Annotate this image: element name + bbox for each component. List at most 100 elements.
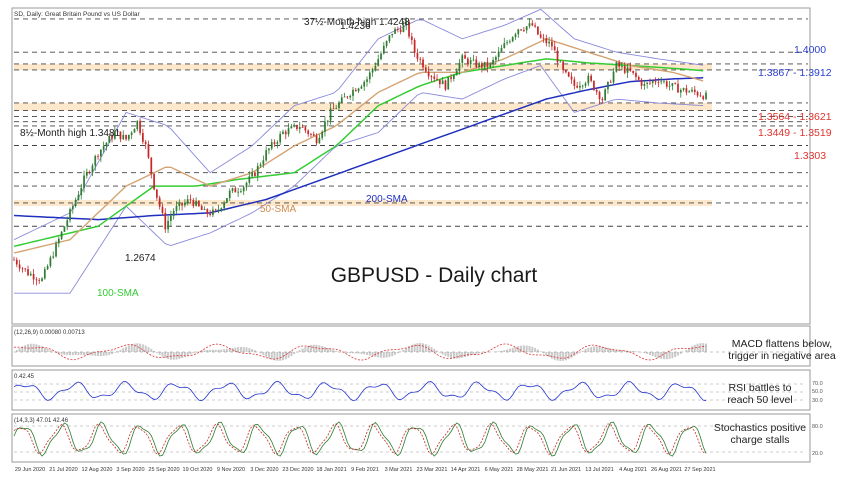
candle-body-11 [43, 269, 46, 279]
macd-histogram-bar-128 [371, 352, 374, 357]
macd-histogram-bar-207 [592, 346, 595, 352]
candle-body-49 [150, 157, 153, 174]
candle-body-31 [99, 149, 102, 157]
macd-histogram-bar-60 [181, 352, 184, 358]
candle-body-125 [363, 81, 366, 87]
candle-body-1 [15, 259, 18, 265]
month-high-label: 37½-Month high 1.4248 [304, 17, 410, 28]
macd-histogram-bar-145 [419, 343, 422, 352]
candle-body-85 [251, 172, 254, 177]
macd-histogram-bar-25 [83, 352, 86, 355]
macd-histogram-bar-86 [253, 350, 256, 352]
macd-histogram-bar-55 [167, 352, 170, 360]
macd-note-line2: trigger in negative area [728, 350, 836, 362]
candle-body-246 [702, 96, 705, 100]
x-tick-label-18: 4 Aug 2021 [619, 467, 647, 473]
x-tick-label-20: 27 Sep 2021 [684, 467, 715, 473]
macd-histogram-bar-220 [629, 350, 632, 352]
candle-body-179 [514, 34, 517, 38]
macd-histogram-bar-143 [413, 343, 416, 352]
macd-histogram-bar-4 [24, 345, 27, 352]
candle-body-197 [565, 69, 567, 73]
macd-histogram-bar-9 [38, 345, 41, 352]
candle-body-22 [74, 199, 77, 207]
candle-body-7 [32, 273, 35, 280]
candle-body-113 [329, 108, 332, 121]
candle-body-66 [198, 200, 200, 207]
stoch-level-80: 80.0 [812, 424, 823, 430]
macd-histogram-bar-144 [416, 343, 419, 352]
macd-histogram-bar-203 [581, 350, 584, 352]
candle-body-10 [41, 278, 43, 281]
candle-body-71 [212, 209, 214, 216]
candle-body-55 [167, 220, 169, 230]
candle-body-237 [677, 83, 679, 93]
macd-histogram-bar-152 [438, 352, 441, 353]
level-1-3867-label: 1.3867 - 1.3912 [758, 67, 832, 79]
candle-body-67 [200, 206, 203, 210]
candle-body-33 [105, 142, 108, 147]
macd-histogram-bar-90 [265, 352, 268, 357]
candle-body-84 [248, 176, 251, 183]
candle-body-47 [144, 141, 147, 144]
macd-histogram-bar-231 [660, 352, 663, 359]
candle-body-176 [506, 42, 508, 44]
macd-histogram-bar-182 [522, 345, 525, 352]
candle-body-228 [651, 81, 654, 83]
x-tick-label-15: 28 May 2021 [517, 467, 549, 473]
candle-body-14 [52, 256, 55, 258]
macd-histogram-bar-204 [584, 349, 587, 352]
macd-histogram-bar-131 [380, 352, 383, 358]
candle-body-35 [111, 136, 113, 139]
macd-histogram-bar-73 [217, 349, 220, 352]
candle-body-76 [226, 198, 228, 203]
candle-body-74 [220, 208, 223, 210]
rsi-note-line1: RSI battles to [728, 382, 791, 394]
candle-body-92 [270, 142, 273, 149]
macd-histogram-bar-75 [223, 349, 226, 352]
macd-histogram-bar-227 [648, 352, 651, 355]
candle-body-231 [660, 81, 663, 83]
macd-histogram-bar-122 [354, 352, 357, 354]
candle-body-94 [276, 142, 279, 144]
macd-histogram-bar-71 [211, 349, 214, 352]
candle-body-2 [18, 264, 21, 269]
level-1-3303-label: 1.3303 [794, 150, 826, 162]
macd-histogram-bar-132 [382, 352, 385, 358]
macd-histogram-bar-32 [102, 352, 105, 356]
candle-body-158 [455, 71, 458, 76]
macd-histogram-bar-125 [363, 352, 366, 355]
candle-body-209 [598, 91, 601, 100]
macd-histogram-bar-157 [452, 352, 455, 359]
candle-body-213 [609, 81, 612, 83]
candle-body-107 [312, 134, 315, 136]
macd-histogram-bar-147 [424, 344, 427, 352]
candle-body-50 [153, 173, 155, 190]
macd-histogram-bar-154 [444, 352, 447, 356]
candle-body-93 [273, 142, 276, 144]
macd-histogram-bar-27 [88, 352, 91, 356]
macd-histogram-bar-72 [214, 349, 217, 352]
candle-body-34 [108, 136, 111, 143]
macd-histogram-bar-37 [116, 351, 119, 352]
macd-histogram-bar-213 [609, 348, 612, 352]
macd-histogram-bar-53 [161, 352, 164, 357]
candle-body-70 [209, 213, 211, 216]
macd-histogram-bar-162 [466, 352, 469, 357]
candle-body-42 [130, 132, 133, 135]
macd-histogram-bar-1 [15, 349, 18, 352]
macd-histogram-bar-135 [391, 352, 394, 357]
bollinger-lower-line [14, 65, 704, 294]
candle-body-191 [548, 41, 550, 44]
candle-body-242 [691, 89, 693, 92]
candle-body-78 [231, 188, 234, 191]
macd-histogram-bar-243 [693, 344, 696, 352]
macd-histogram-bar-23 [77, 352, 80, 355]
candle-body-143 [413, 39, 416, 53]
candle-body-136 [394, 28, 396, 34]
candle-body-59 [178, 202, 181, 207]
macd-histogram-bar-183 [525, 345, 528, 352]
candle-body-24 [80, 187, 83, 195]
candle-body-194 [556, 50, 559, 63]
